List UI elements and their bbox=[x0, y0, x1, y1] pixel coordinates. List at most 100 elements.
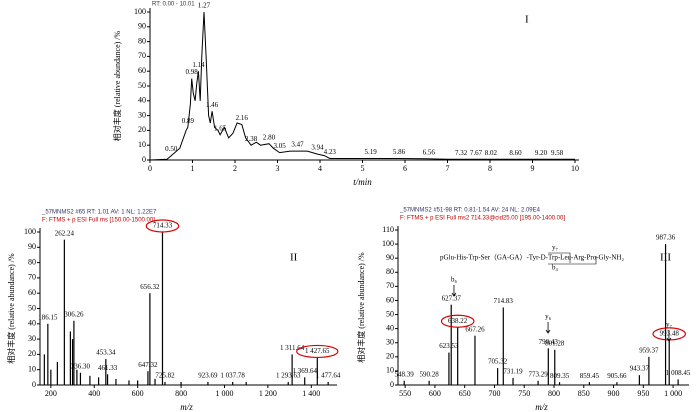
y-tick-label: 20 bbox=[138, 125, 146, 134]
x-tick-label: 600 bbox=[429, 389, 441, 398]
x-tick-label: 550 bbox=[399, 389, 411, 398]
peak-label: 8.60 bbox=[509, 149, 522, 157]
peak-label: 548.39 bbox=[395, 370, 415, 378]
peak-label: 987.36 bbox=[656, 234, 676, 242]
peak-label: 647.32 bbox=[138, 361, 158, 369]
peak-label: 801.28 bbox=[545, 339, 565, 347]
y-tick-label: 60 bbox=[28, 288, 36, 297]
x-tick-label: 10 bbox=[571, 164, 579, 173]
x-tick-label: 1 000 bbox=[664, 389, 682, 398]
highlight-circle bbox=[440, 314, 475, 328]
highlight-circle bbox=[296, 344, 339, 359]
header: F: FTMS + p ESI Full ms [150.00-1500.00] bbox=[42, 218, 155, 224]
peak-label: 1.27 bbox=[198, 2, 211, 10]
peak-label: 993.48 bbox=[660, 330, 680, 338]
peak-label: 656.32 bbox=[140, 283, 160, 291]
x-tick-label: 200 bbox=[45, 389, 57, 398]
x-tick-label: 1 200 bbox=[259, 389, 277, 398]
x-tick-label: 1 400 bbox=[302, 389, 320, 398]
annotation: pGlu-His-Trp-Ser（GA-GA）-Tyr-D-Trp-Leu-Ar… bbox=[440, 254, 624, 262]
y-axis-label: 相对丰度 (relative abundance) /% bbox=[112, 30, 122, 141]
peak-label: 7.67 bbox=[470, 149, 483, 157]
x-tick-label: 600 bbox=[132, 389, 144, 398]
peak-label: 7.32 bbox=[455, 149, 468, 157]
x-tick-label: 700 bbox=[488, 389, 500, 398]
y-tick-label: 30 bbox=[28, 334, 36, 343]
x-tick-label: 0 bbox=[148, 164, 152, 173]
peak-label: 3.47 bbox=[291, 141, 304, 149]
peak-label: 5.19 bbox=[364, 148, 377, 156]
x-tick-label: 950 bbox=[637, 389, 649, 398]
peak-label: 336.30 bbox=[71, 362, 91, 370]
y-tick-label: 100 bbox=[134, 7, 146, 16]
peak-label: 773.29 bbox=[528, 370, 548, 378]
x-tick-label: 7 bbox=[446, 164, 450, 173]
panel-label: II bbox=[290, 252, 298, 264]
annotation: b₄ bbox=[552, 264, 559, 272]
peak-label: 627.37 bbox=[442, 294, 462, 302]
peak-label: 3.05 bbox=[274, 142, 287, 150]
peak-label: 623.53 bbox=[439, 342, 459, 350]
y-tick-label: 100 bbox=[382, 239, 394, 248]
y-tick-label: 50 bbox=[28, 303, 36, 312]
y-tick-label: 20 bbox=[28, 349, 36, 358]
y-tick-label: 20 bbox=[386, 352, 394, 361]
peak-label: 1.46 bbox=[206, 101, 219, 109]
x-tick-label: 900 bbox=[608, 389, 620, 398]
x-tick-label: 4 bbox=[318, 164, 322, 173]
x-tick-label: 850 bbox=[578, 389, 590, 398]
peak-label: 809.35 bbox=[550, 372, 570, 380]
peak-label: 1 477.64 bbox=[316, 372, 341, 380]
x-tick-label: 9 bbox=[531, 164, 535, 173]
peak-label: 306.26 bbox=[64, 310, 84, 318]
header: _57MNMS2 #51-98 RT: 0.81-1.54 AV: 24 NL:… bbox=[399, 208, 541, 214]
y-tick-label: 10 bbox=[386, 366, 394, 375]
peak-label: 731.19 bbox=[503, 368, 523, 376]
peak-label: 1.65 bbox=[214, 124, 227, 132]
y-tick-label: 40 bbox=[386, 323, 394, 332]
y-axis-label: 相对丰度 (relative abundance) /% bbox=[6, 253, 16, 364]
y-tick-label: 10 bbox=[138, 140, 146, 149]
panel-label: I bbox=[525, 14, 529, 26]
x-tick-label: 5 bbox=[361, 164, 365, 173]
y-tick-label: 30 bbox=[386, 338, 394, 347]
y-tick-label: 40 bbox=[138, 96, 146, 105]
peak-label: 8.02 bbox=[485, 149, 498, 157]
annotation: y₇ bbox=[666, 321, 673, 329]
peak-label: 9.20 bbox=[535, 149, 548, 157]
y-tick-label: 10 bbox=[28, 365, 36, 374]
peak-label: 453.34 bbox=[96, 349, 116, 357]
peak-label: 590.28 bbox=[420, 370, 440, 378]
peak-label: 667.26 bbox=[465, 325, 485, 333]
peak-label: 0.98 bbox=[186, 68, 199, 76]
y-tick-label: 50 bbox=[386, 309, 394, 318]
x-tick-label: 800 bbox=[548, 389, 560, 398]
peak-label: 859.45 bbox=[580, 372, 600, 380]
peak-label: 2.16 bbox=[236, 114, 249, 122]
y-tick-label: 50 bbox=[138, 81, 146, 90]
peak-label: 705.32 bbox=[488, 358, 508, 366]
y-tick-label: 40 bbox=[28, 319, 36, 328]
peak-label: 943.37 bbox=[630, 365, 650, 373]
x-tick-label: 1 bbox=[191, 164, 195, 173]
x-tick-label: 400 bbox=[88, 389, 100, 398]
x-tick-label: 8 bbox=[488, 164, 492, 173]
y-axis-label: 相对丰度 (relative abundance) /% bbox=[356, 252, 366, 363]
header: F: FTMS + p ESI Full ms2 714.33@cid25.00… bbox=[400, 216, 565, 222]
peak-label: 6.56 bbox=[423, 148, 436, 156]
x-tick-label: 1 000 bbox=[215, 389, 233, 398]
peak-label: 1 037.78 bbox=[220, 372, 245, 380]
peak-label: 0.89 bbox=[182, 117, 195, 125]
annotation: y₇ bbox=[552, 244, 559, 252]
peak-label: 186.15 bbox=[38, 313, 58, 321]
y-tick-label: 80 bbox=[28, 257, 36, 266]
peak-label: 1 008.45 bbox=[666, 369, 691, 377]
header: RT: 0.00 - 10.01 bbox=[152, 2, 195, 8]
x-axis-label: m/z bbox=[535, 402, 548, 412]
annotation-arrow bbox=[545, 322, 551, 334]
peak-label: 959.37 bbox=[639, 346, 659, 354]
annotation: y₆ bbox=[545, 313, 552, 321]
peak-label: 714.33 bbox=[153, 222, 173, 230]
y-tick-label: 0 bbox=[142, 155, 146, 164]
y-tick-label: 90 bbox=[386, 253, 394, 262]
